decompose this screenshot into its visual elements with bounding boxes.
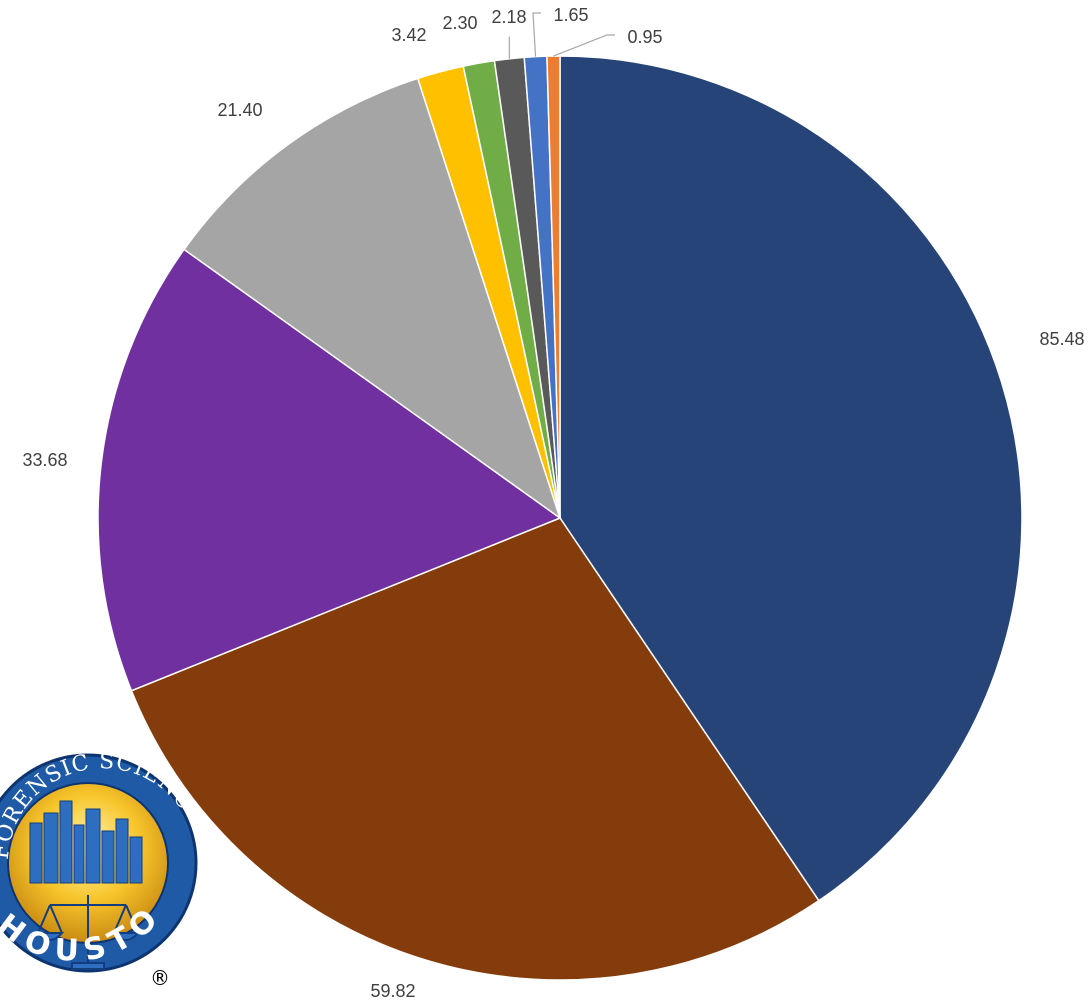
pie-slices <box>97 55 1023 981</box>
data-label-2: 59.82 <box>370 981 415 1001</box>
forensic-science-center-logo: FORENSIC SCIENCE CENTER HOUSTON ® <box>0 705 198 990</box>
pie-slice-2 <box>130 517 820 981</box>
data-label-4: 21.40 <box>217 100 262 120</box>
data-labels: 85.48 59.82 33.68 21.40 3.42 2.30 2.18 1.65 0.95 <box>22 5 1084 1001</box>
svg-text:®: ® <box>150 966 170 990</box>
data-label-9: 0.95 <box>627 27 662 47</box>
pie-slice-3 <box>97 248 562 692</box>
data-label-8: 1.65 <box>553 5 588 25</box>
leader-line-9 <box>553 34 615 57</box>
data-label-1: 85.48 <box>1039 329 1084 349</box>
leader-line-8 <box>532 12 541 57</box>
data-label-7: 2.18 <box>491 7 526 27</box>
leader-lines <box>508 12 615 59</box>
data-label-3: 33.68 <box>22 450 67 470</box>
data-label-6: 2.30 <box>442 13 477 33</box>
data-label-5: 3.42 <box>391 25 426 45</box>
pie-slice-4 <box>183 77 562 520</box>
pie-slice-1 <box>559 55 1023 902</box>
